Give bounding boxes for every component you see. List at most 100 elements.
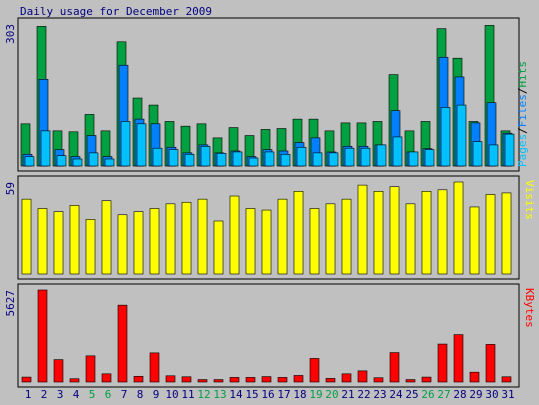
x-tick-label-26: 26 [421,388,434,401]
bar-pages-26 [424,149,435,167]
bar-kbytes-14 [229,377,240,383]
x-tick-label-6: 6 [105,388,112,401]
bar-visits-9 [149,208,160,275]
bar-pages-14 [232,151,243,167]
bar-visits-25 [405,203,416,275]
bar-pages-13 [216,153,227,167]
bar-kbytes-17 [277,377,288,383]
bar-kbytes-12 [197,379,208,383]
bar-pages-22 [360,147,371,167]
legend-pages: Pages [516,134,529,167]
legend-files: Files [516,94,529,127]
bar-kbytes-19 [309,358,320,383]
bar-visits-31 [501,192,512,275]
bar-kbytes-2 [37,289,48,383]
bar-pages-31 [504,133,515,167]
bar-kbytes-13 [213,379,224,383]
bar-visits-20 [325,203,336,275]
bar-visits-28 [453,181,464,275]
bar-kbytes-26 [421,376,432,383]
x-tick-label-23: 23 [373,388,386,401]
bar-pages-7 [120,121,131,167]
bar-pages-24 [392,136,403,167]
bar-pages-16 [264,151,275,167]
bar-visits-19 [309,208,320,275]
bar-visits-12 [197,198,208,275]
x-tick-label-29: 29 [469,388,482,401]
bar-kbytes-31 [501,376,512,383]
legend: Visits [523,180,536,220]
bar-kbytes-22 [357,370,368,383]
panel-kbytes: 5627 KBytes [4,283,536,388]
x-tick-label-5: 5 [89,388,96,401]
bar-kbytes-21 [341,373,352,383]
x-tick-label-12: 12 [197,388,210,401]
bar-kbytes-4 [69,378,80,383]
panel-frame [17,17,520,172]
bar-kbytes-1 [21,376,32,383]
x-tick-label-3: 3 [57,388,64,401]
x-tick-label-13: 13 [213,388,226,401]
bar-kbytes-10 [165,375,176,383]
x-tick-label-9: 9 [153,388,160,401]
bar-visits-1 [21,198,32,275]
bar-visits-18 [293,191,304,275]
bar-pages-5 [88,152,99,167]
bar-kbytes-20 [325,378,336,383]
bar-visits-17 [277,198,288,275]
bar-visits-8 [133,211,144,275]
bar-visits-4 [69,205,80,275]
y-max-label: 59 [4,182,17,195]
bar-pages-6 [104,158,115,167]
bar-pages-8 [136,123,147,167]
bar-pages-29 [472,141,483,167]
legend-sep1: / [516,127,529,134]
x-tick-label-4: 4 [73,388,80,401]
bar-visits-26 [421,191,432,275]
bar-visits-13 [213,220,224,275]
bar-pages-28 [456,104,467,167]
bar-visits-2 [37,208,48,275]
x-tick-label-30: 30 [485,388,498,401]
legend: KBytes [523,288,536,328]
bar-kbytes-7 [117,304,128,383]
legend-hits: Hits [516,61,529,88]
bar-visits-14 [229,195,240,275]
x-tick-label-1: 1 [25,388,32,401]
bar-pages-9 [152,147,163,167]
x-tick-label-19: 19 [309,388,322,401]
bar-pages-2 [40,130,51,167]
x-tick-label-27: 27 [437,388,450,401]
bar-kbytes-30 [485,344,496,383]
bar-pages-11 [184,153,195,167]
bar-visits-23 [373,191,384,275]
x-tick-label-31: 31 [501,388,514,401]
bar-pages-3 [56,155,67,167]
bar-pages-4 [72,158,83,167]
bar-kbytes-6 [101,373,112,383]
bar-kbytes-28 [453,334,464,383]
bar-visits-21 [341,198,352,275]
bar-pages-10 [168,149,179,167]
bar-visits-24 [389,186,400,275]
panel-frame [17,175,520,280]
bar-visits-29 [469,206,480,275]
chart-title: Daily usage for December 2009 [20,5,212,18]
y-max-label: 5627 [4,290,17,317]
bar-pages-30 [488,144,499,167]
x-tick-label-25: 25 [405,388,418,401]
x-tick-label-22: 22 [357,388,370,401]
bar-kbytes-3 [53,359,64,383]
bar-visits-22 [357,184,368,275]
bar-visits-6 [101,200,112,275]
bar-visits-11 [181,201,192,275]
bar-kbytes-15 [245,377,256,383]
bar-pages-15 [248,157,259,167]
x-tick-label-10: 10 [165,388,178,401]
bar-visits-10 [165,203,176,275]
x-tick-label-24: 24 [389,388,403,401]
